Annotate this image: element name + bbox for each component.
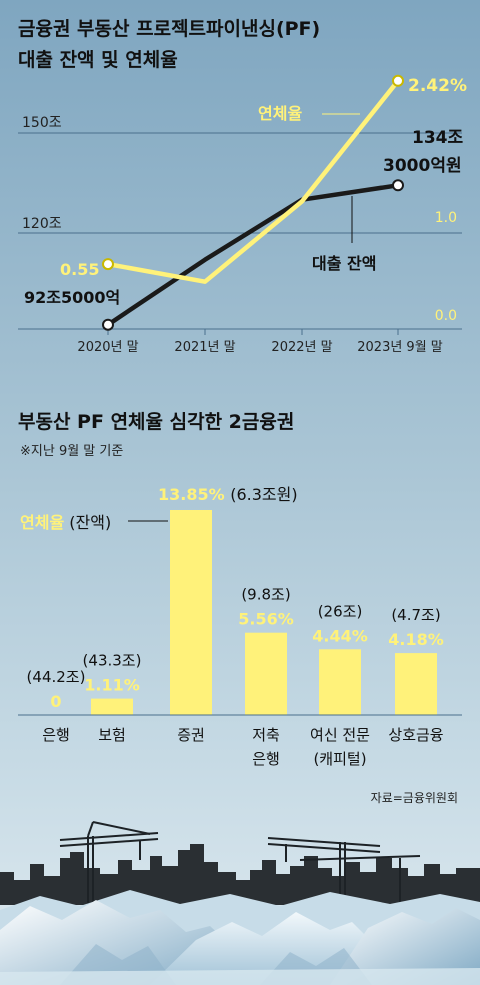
- bar-legend-sub: (잔액): [69, 513, 111, 532]
- bar-legend-main: 연체율: [20, 513, 64, 532]
- left-tick-150: 150조: [22, 115, 62, 131]
- bar-balance-label: (9.8조): [241, 586, 290, 604]
- bar-value-label: 4.44%: [312, 626, 368, 645]
- bar: [91, 698, 133, 715]
- bar-balance-label: (26조): [318, 602, 363, 620]
- bar-balance-label: (44.2조): [27, 668, 86, 686]
- city-skyline-illustration: [0, 821, 480, 905]
- x-tick-label: 2023년 9월 말: [357, 340, 443, 355]
- balance-point: [392, 179, 404, 192]
- bar-category-label: 증권: [177, 726, 205, 744]
- bar: [319, 649, 361, 715]
- balance-point: [102, 318, 114, 331]
- right-tick-0: 0.0: [435, 308, 457, 324]
- right-tick-1: 1.0: [435, 210, 457, 226]
- crane-left: [59, 821, 159, 905]
- left-tick-120: 120조: [22, 216, 62, 232]
- delinquency-end-label: 2.42%: [408, 76, 467, 96]
- water: [0, 968, 480, 985]
- bar-category-label: 은행: [252, 750, 280, 768]
- delinquency-legend-label: 연체율: [258, 104, 302, 123]
- delinquency-point: [102, 258, 114, 271]
- line-chart-subtitle: 대출 잔액 및 연체율: [18, 49, 178, 71]
- bar-category-label: 여신 전문: [310, 726, 370, 744]
- bar: [170, 510, 212, 715]
- bar-balance-label: (6.3조원): [230, 485, 297, 504]
- bar-chart-note: ※지난 9월 말 기준: [20, 444, 123, 459]
- bar-balance-label: (4.7조): [391, 606, 440, 624]
- bar-legend: 연체율 (잔액): [20, 513, 111, 532]
- bar-value-label: 5.56%: [238, 610, 294, 629]
- bar: [245, 632, 287, 715]
- bar-category-label: 보험: [98, 726, 126, 744]
- iceberg-right: [330, 908, 480, 985]
- bar-balance-label: (43.3조): [83, 652, 142, 670]
- iceberg-illustration: [0, 890, 480, 985]
- x-tick-label: 2022년 말: [271, 340, 332, 355]
- x-tick-label: 2021년 말: [174, 340, 235, 355]
- delinquency-point: [392, 74, 404, 87]
- balance-end-label-2: 3000억원: [383, 156, 462, 176]
- x-tick-label: 2020년 말: [77, 340, 138, 355]
- bar-label-group: 13.85% (6.3조원): [158, 485, 298, 504]
- bar-value-label: 13.85%: [158, 485, 230, 504]
- delinquency-start-label: 0.55: [60, 260, 99, 279]
- line-chart-title: 금융권 부동산 프로젝트파이낸싱(PF): [18, 18, 320, 40]
- bar-chart-title: 부동산 PF 연체율 심각한 2금융권: [18, 411, 294, 433]
- bar-chart: 부동산 PF 연체율 심각한 2금융권 ※지난 9월 말 기준 연체율 (잔액)…: [18, 411, 462, 768]
- line-chart: 금융권 부동산 프로젝트파이낸싱(PF) 대출 잔액 및 연체율 150조 12…: [18, 18, 467, 355]
- bar-value-label: 4.18%: [388, 630, 444, 649]
- balance-line: [106, 183, 399, 327]
- bar-category-label: (캐피털): [313, 750, 366, 768]
- balance-legend-label: 대출 잔액: [312, 254, 376, 273]
- bar-category-label: 상호금융: [388, 726, 443, 744]
- bar-value-label: 1.11%: [84, 676, 140, 695]
- crane-right: [267, 837, 421, 905]
- balance-start-label: 92조5000억: [24, 288, 120, 307]
- delinquency-line: [107, 79, 400, 284]
- bar: [395, 653, 437, 715]
- balance-end-label-1: 134조: [412, 128, 463, 148]
- bar-category-label: 저축: [252, 726, 280, 744]
- bar-category-label: 은행: [42, 726, 70, 744]
- bar-value-label: 0: [50, 692, 61, 711]
- source-note: 자료=금융위원회: [371, 791, 458, 805]
- building-silhouettes: [0, 844, 480, 905]
